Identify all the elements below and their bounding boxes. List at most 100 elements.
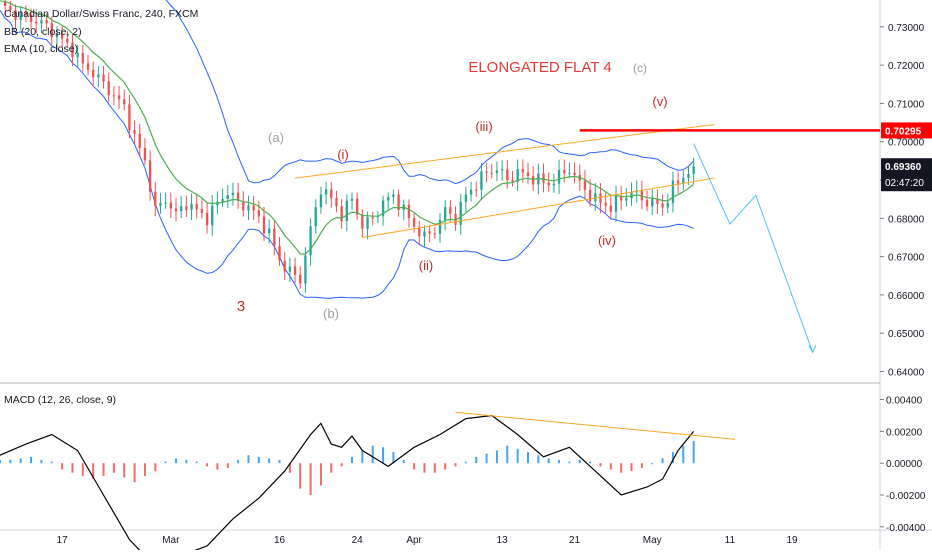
candle-body [387, 197, 390, 201]
candle-body [4, 0, 7, 7]
macd-histogram-bar [351, 456, 353, 464]
candle-body [361, 214, 364, 229]
macd-legend[interactable]: MACD (12, 26, close, 9) [4, 394, 117, 406]
macd-histogram-bar [537, 455, 540, 464]
candle-body [226, 195, 229, 199]
candle-body [418, 226, 421, 237]
candle-body [143, 148, 147, 161]
candle-body [630, 192, 633, 199]
candle-body [159, 203, 162, 206]
candle-body [371, 217, 374, 219]
candle-body [604, 202, 607, 206]
candle-body [381, 200, 385, 217]
wave-label: (ii) [419, 258, 433, 273]
macd-histogram-bar [475, 456, 478, 464]
candle-body [45, 20, 48, 24]
macd-histogram-bar [568, 461, 571, 464]
candle-body [278, 246, 281, 261]
candle-body [180, 206, 183, 212]
macd-tick-label: 0.00000 [886, 459, 923, 470]
candle-body [532, 176, 535, 185]
candle-body [123, 99, 126, 105]
time-tick-label: 19 [786, 535, 798, 546]
candle-body [454, 213, 457, 225]
candle-body [86, 63, 90, 70]
macd-histogram-bar [0, 460, 1, 464]
candle-body [231, 192, 235, 196]
candle-body [262, 216, 266, 234]
wave-label: 3 [237, 298, 245, 315]
candle-body [495, 170, 499, 174]
upper-trendline [294, 123, 715, 179]
macd-histogram-bar [40, 460, 43, 464]
wave-label: (c) [633, 61, 647, 75]
candle-body [345, 200, 348, 222]
macd-histogram-bar [71, 463, 74, 473]
candle-body [412, 218, 416, 227]
candle-body [148, 160, 152, 192]
candle-body [211, 205, 214, 226]
candle-body [480, 171, 483, 190]
macd-histogram-bar [402, 460, 405, 464]
candle-body [516, 169, 519, 182]
candle-body [666, 202, 669, 208]
candle-body [138, 133, 141, 149]
level-price-box [881, 122, 932, 139]
candle-body [687, 173, 690, 178]
candle-body [444, 207, 447, 220]
macd-histogram-bar [330, 463, 333, 473]
candle-body [366, 217, 369, 229]
time-tick-label: Apr [406, 535, 422, 546]
macd-histogram-bar [527, 452, 529, 464]
candle-body [66, 38, 69, 43]
macd-histogram-bar [692, 440, 695, 464]
ema-layer [0, 0, 694, 255]
macd-histogram-bar [516, 448, 519, 464]
candle-body [200, 209, 204, 213]
candle-body [552, 183, 556, 186]
candle-body [40, 20, 43, 24]
candle-body [304, 255, 307, 284]
candle-body [35, 21, 38, 24]
macd-histogram-bar [547, 458, 550, 464]
bb-legend[interactable]: BB (20, close, 2) [4, 26, 82, 38]
candle-body [221, 198, 224, 202]
candle-body [526, 172, 530, 177]
ema-legend[interactable]: EMA (10, close) [4, 43, 79, 55]
candle-body [594, 193, 597, 202]
candle-body [563, 169, 566, 174]
trendlines-layer [294, 123, 880, 354]
symbol-title[interactable]: Canadian Dollar/Swiss Franc, 240, FXCM [4, 8, 199, 20]
candle-body [55, 33, 59, 38]
candle-body [392, 194, 395, 198]
macd-histogram-bar [247, 455, 250, 464]
price-tick-label: 0.64000 [888, 368, 925, 379]
candle-body [247, 205, 250, 211]
wave-label: ELONGATED FLAT 4 [468, 59, 611, 76]
projection-arrowhead [808, 345, 817, 354]
macd-histogram-bar [112, 463, 115, 473]
candle-body [485, 171, 488, 173]
candle-body [645, 200, 649, 207]
price-tick-label: 0.70000 [888, 138, 925, 149]
annotation-layer: ELONGATED FLAT 4 (c) (v) (iii) (i) (a) (ii) (iv… [237, 59, 668, 321]
candle-body [268, 228, 271, 234]
bb-upper-band [165, 0, 694, 185]
wave-label: (b) [323, 306, 339, 321]
candle-body [438, 219, 442, 234]
candle-body [185, 206, 188, 210]
candle-body [92, 69, 95, 78]
time-tick-label: 24 [352, 535, 364, 546]
macd-histogram-bar [495, 450, 498, 464]
macd-histogram-bar [123, 463, 126, 478]
candle-body [620, 195, 623, 201]
macd-histogram-bar [81, 463, 84, 476]
candle-body [283, 260, 286, 272]
candle-body [205, 212, 209, 226]
macd-histogram-bar [143, 463, 146, 476]
macd-histogram-bar [464, 461, 467, 464]
candle-body [50, 23, 53, 38]
price-tick-label: 0.68000 [888, 214, 925, 225]
